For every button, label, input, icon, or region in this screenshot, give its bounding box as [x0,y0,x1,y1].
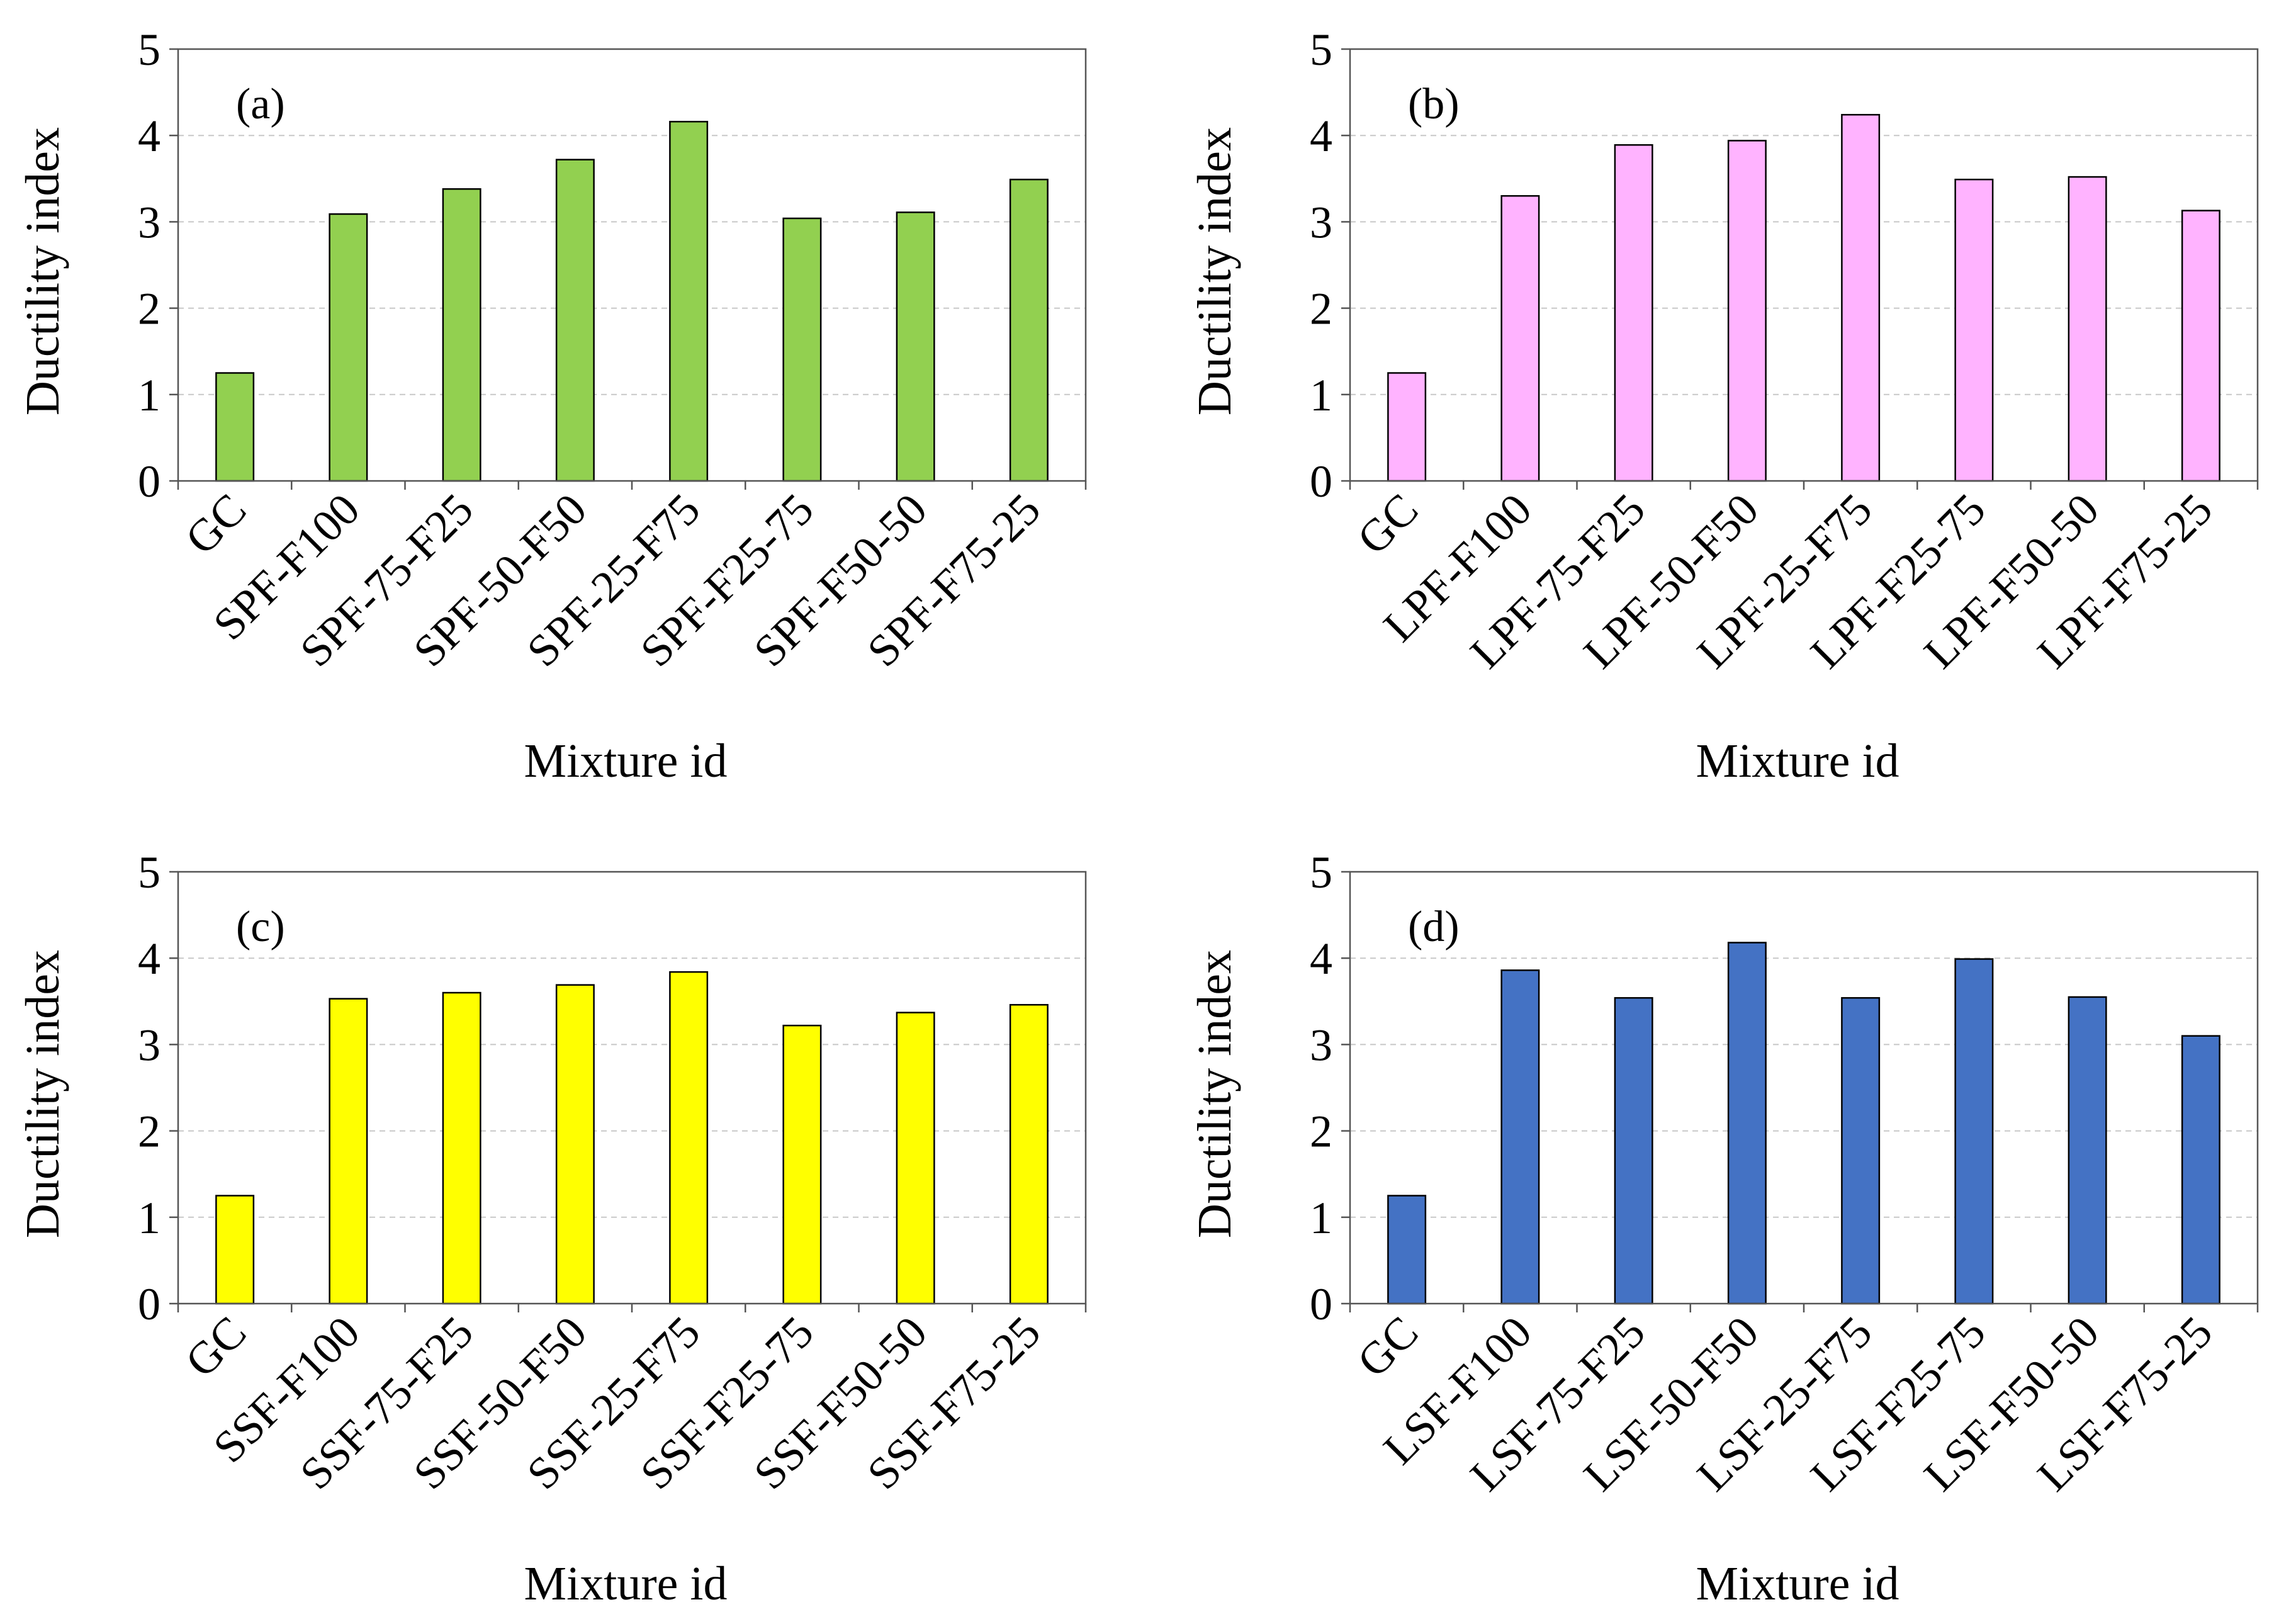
y-tick-label: 0 [1310,1279,1332,1329]
y-tick-label: 4 [1310,111,1332,161]
x-tick-label: GC [176,1307,256,1387]
bar-SPF-F25-75 [782,217,822,482]
y-tick-label: 3 [1310,1020,1332,1070]
y-tick-label: 3 [1310,197,1332,247]
bar-GC [215,1195,255,1305]
y-axis-title: Ductility index [16,950,69,1238]
bar-LPF-F100 [1500,195,1540,482]
bar-LPF-F75-25 [2181,210,2220,482]
panel-label: (c) [236,903,285,951]
y-tick-label: 4 [1310,933,1332,984]
panel-label: (a) [236,80,285,128]
bar-SPF-25-F75 [669,120,709,482]
plot-frame [177,48,1087,482]
bar-LPF-F50-50 [2068,176,2107,482]
bar-SPF-F100 [329,213,368,482]
y-tick-label: 0 [1310,456,1332,507]
bar-SPF-50-F50 [555,159,595,482]
y-tick-label: 4 [138,111,160,161]
y-axis-title: Ductility index [1188,950,1241,1238]
x-tick-label: GC [1348,484,1427,564]
bar-LPF-25-F75 [1841,114,1881,482]
bar-LSF-25-F75 [1841,997,1881,1305]
bar-SSF-75-F25 [442,991,481,1305]
y-tick-label: 3 [138,197,160,247]
chart-panel-2: 012345GCLPF-F100LPF-75-F25LPF-50-F50LPF-… [1188,25,2259,787]
bar-SPF-F50-50 [896,211,935,482]
x-axis-title: Mixture id [1696,1557,1899,1610]
y-axis-title: Ductility index [1188,127,1241,415]
y-tick-label: 1 [138,1193,160,1243]
bar-LSF-F100 [1500,969,1540,1305]
y-tick-label: 4 [138,933,160,984]
bar-LPF-50-F50 [1727,140,1767,482]
y-tick-label: 1 [1310,370,1332,420]
bar-SSF-25-F75 [669,971,709,1305]
y-tick-label: 2 [138,1107,160,1157]
y-tick-label: 2 [1310,284,1332,334]
bar-GC [1387,372,1427,482]
y-tick-label: 5 [138,847,160,898]
y-tick-label: 1 [138,370,160,420]
bar-SPF-75-F25 [442,188,481,482]
y-tick-label: 3 [138,1020,160,1070]
chart-panel-1: 012345GCSPF-F100SPF-75-F25SPF-50-F50SPF-… [16,25,1087,787]
chart-panel-4: 012345GCLSF-F100LSF-75-F25LSF-50-F50LSF-… [1188,847,2259,1610]
x-tick-label: GC [1348,1307,1427,1387]
bar-SSF-50-F50 [555,984,595,1305]
bar-LPF-F25-75 [1954,178,1994,482]
chart-panel-3: 012345GCSSF-F100SSF-75-F25SSF-50-F50SSF-… [16,847,1087,1610]
y-tick-label: 0 [138,1279,160,1329]
y-tick-label: 5 [1310,847,1332,898]
bar-LPF-75-F25 [1614,144,1653,482]
y-tick-label: 5 [138,25,160,75]
plot-frame [1349,48,2259,482]
bar-SSF-F50-50 [896,1012,935,1305]
bar-SSF-F75-25 [1009,1004,1049,1305]
bar-LSF-75-F25 [1614,997,1653,1305]
x-tick-label: GC [176,484,256,564]
plot-frame [177,871,1087,1305]
panel-label: (d) [1408,903,1460,951]
y-tick-label: 5 [1310,25,1332,75]
bar-LSF-F75-25 [2181,1035,2220,1305]
bar-GC [215,372,255,482]
x-axis-title: Mixture id [524,1557,728,1610]
bar-LSF-50-F50 [1727,942,1767,1305]
y-tick-label: 2 [138,284,160,334]
y-axis-title: Ductility index [16,127,69,415]
bar-LSF-F50-50 [2068,996,2107,1305]
y-tick-label: 0 [138,456,160,507]
bar-LSF-F25-75 [1954,958,1994,1305]
bar-SSF-F25-75 [782,1024,822,1305]
y-tick-label: 2 [1310,1107,1332,1157]
panel-label: (b) [1408,80,1460,128]
bar-SPF-F75-25 [1009,178,1049,482]
y-tick-label: 1 [1310,1193,1332,1243]
bar-SSF-F100 [329,998,368,1305]
x-axis-title: Mixture id [1696,735,1899,787]
x-axis-title: Mixture id [524,735,728,787]
bar-GC [1387,1195,1427,1305]
plot-frame [1349,871,2259,1305]
